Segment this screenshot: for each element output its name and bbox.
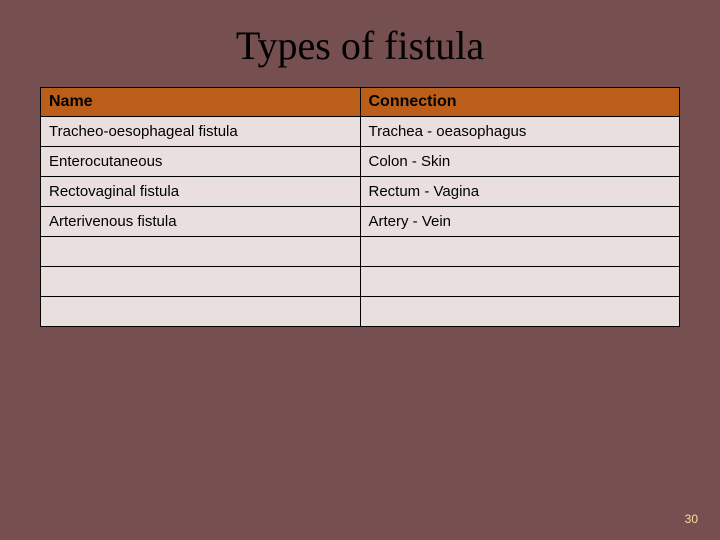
col-header-name: Name [41,88,361,117]
cell-name: Arterivenous fistula [41,207,361,237]
cell-name: Tracheo-oesophageal fistula [41,117,361,147]
table-row: Enterocutaneous Colon - Skin [41,147,680,177]
col-header-connection: Connection [360,88,680,117]
cell-connection: Trachea - oeasophagus [360,117,680,147]
cell-name: Rectovaginal fistula [41,177,361,207]
table-row [41,267,680,297]
cell-name [41,267,361,297]
cell-connection: Artery - Vein [360,207,680,237]
cell-name [41,297,361,327]
cell-connection [360,237,680,267]
table-header-row: Name Connection [41,88,680,117]
cell-name: Enterocutaneous [41,147,361,177]
cell-connection [360,297,680,327]
table-row: Arterivenous fistula Artery - Vein [41,207,680,237]
table-row: Tracheo-oesophageal fistula Trachea - oe… [41,117,680,147]
table-row [41,237,680,267]
page-number: 30 [685,512,698,526]
slide: Types of fistula Name Connection Tracheo… [0,0,720,540]
cell-name [41,237,361,267]
cell-connection: Colon - Skin [360,147,680,177]
fistula-table: Name Connection Tracheo-oesophageal fist… [40,87,680,327]
table-row: Rectovaginal fistula Rectum - Vagina [41,177,680,207]
cell-connection: Rectum - Vagina [360,177,680,207]
table-row [41,297,680,327]
cell-connection [360,267,680,297]
page-title: Types of fistula [236,22,484,69]
fistula-table-container: Name Connection Tracheo-oesophageal fist… [40,87,680,327]
